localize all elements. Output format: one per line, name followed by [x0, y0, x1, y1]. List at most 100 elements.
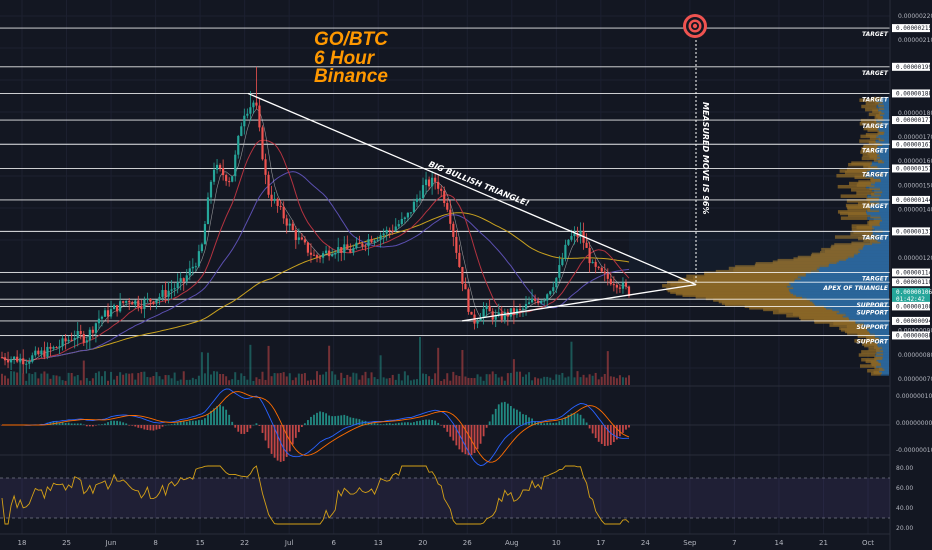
volume-bar	[624, 377, 627, 385]
macd-histogram-bar	[516, 409, 518, 425]
volume-bar	[64, 380, 67, 385]
target-icon	[683, 14, 707, 38]
volume-bar	[485, 374, 488, 385]
volume-bar	[337, 379, 340, 385]
candle-body	[488, 305, 491, 312]
macd-histogram-bar	[88, 425, 91, 427]
volume-bar	[467, 377, 470, 385]
level-price-badge-text: 0.00000177	[896, 117, 932, 124]
macd-histogram-bar	[594, 425, 597, 439]
triangle-lower-line	[461, 283, 697, 322]
candle-body	[61, 338, 64, 347]
macd-histogram-bar	[207, 414, 209, 425]
volume-bar	[440, 380, 443, 385]
macd-histogram-bar	[458, 425, 461, 450]
volume-profile-bar	[856, 191, 875, 195]
level-price-badge	[892, 278, 930, 287]
macd-histogram-bar	[303, 423, 306, 425]
macd-histogram-bar	[276, 425, 279, 461]
candle-body	[500, 312, 503, 320]
volume-bar	[412, 379, 415, 385]
macd-histogram-bar	[479, 425, 482, 444]
level-price-badge-text: 0.00000094	[896, 318, 932, 325]
macd-histogram-bar	[534, 421, 537, 425]
macd-histogram-bar	[170, 424, 173, 425]
volume-profile-bar	[860, 118, 877, 123]
macd-histogram-bar	[609, 425, 612, 445]
volume-bar	[213, 371, 216, 385]
candle-body	[67, 339, 70, 342]
candle-body	[152, 301, 155, 304]
volume-profile-bar	[837, 210, 867, 214]
volume-bar	[149, 377, 152, 385]
macd-histogram-bar	[509, 406, 512, 425]
volume-bar	[555, 374, 558, 385]
candle-body	[309, 252, 313, 255]
macd-tick: 0.00000000	[896, 420, 932, 427]
candle-body	[218, 164, 222, 169]
macd-histogram-bar	[406, 422, 409, 425]
volume-bar	[176, 380, 179, 385]
macd-histogram-bar	[328, 415, 331, 425]
volume-bar	[152, 375, 155, 385]
candle-body	[3, 357, 7, 361]
candle-body	[394, 226, 397, 231]
volume-profile-bar	[859, 364, 876, 368]
candle-body	[364, 246, 367, 248]
volume-bar	[273, 373, 276, 385]
candle-body	[406, 212, 409, 218]
candle-body	[397, 224, 400, 227]
volume-bar	[185, 379, 188, 385]
macd-histogram-bar	[446, 425, 449, 432]
volume-bar	[573, 377, 576, 385]
candle-body	[179, 278, 182, 283]
candle-body	[552, 287, 555, 292]
volume-bar	[352, 372, 355, 385]
volume-bar	[346, 374, 349, 385]
candle-body	[167, 290, 170, 297]
macd-histogram-bar	[113, 420, 115, 425]
candle-body	[0, 357, 4, 359]
volume-bar	[167, 375, 170, 385]
level-price-badge-text: 0.00000131	[896, 228, 932, 235]
time-tick: 14	[774, 539, 783, 547]
volume-bar	[319, 374, 322, 385]
level-label: TARGET	[862, 70, 889, 77]
candle-body	[164, 290, 167, 297]
candle-body	[70, 339, 73, 341]
volume-bar	[113, 379, 116, 385]
volume-bar	[243, 376, 246, 385]
macd-histogram-bar	[582, 418, 585, 425]
current-price-badge	[892, 287, 930, 302]
volume-bar	[82, 360, 85, 385]
candle-body	[461, 266, 464, 284]
volume-bar	[216, 371, 219, 385]
candle-body	[518, 309, 522, 311]
volume-profile-bar	[854, 339, 874, 343]
candle-body	[228, 181, 231, 183]
volume-bar	[385, 378, 388, 385]
candle-body	[437, 181, 440, 189]
volume-bar	[158, 376, 161, 385]
macd-histogram-bar	[98, 424, 100, 426]
volume-bar	[491, 371, 494, 385]
volume-bar	[22, 373, 25, 385]
macd-histogram-bar	[464, 425, 467, 455]
volume-bar	[509, 372, 512, 385]
volume-profile-bar	[851, 241, 873, 246]
level-price-badge-text: 0.00000144	[896, 197, 932, 204]
candle-body	[455, 236, 458, 253]
macd-histogram-bar	[237, 425, 240, 432]
time-tick: 8	[153, 539, 157, 547]
candle-body	[267, 174, 270, 195]
macd-histogram-bar	[431, 420, 434, 425]
candle-body	[91, 329, 94, 333]
macd-histogram-bar	[449, 425, 452, 437]
time-tick: Oct	[862, 539, 874, 547]
candle-body	[370, 239, 373, 243]
volume-bar	[437, 347, 440, 385]
candle-body	[624, 282, 628, 287]
volume-profile-bar	[865, 107, 879, 112]
volume-bar	[34, 372, 37, 385]
candle-body	[609, 278, 612, 285]
